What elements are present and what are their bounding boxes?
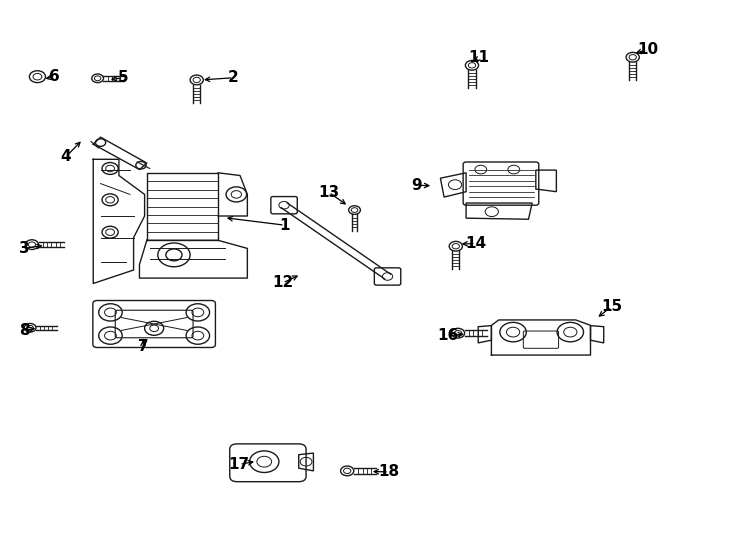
Text: 15: 15: [601, 299, 622, 314]
Text: 4: 4: [61, 149, 71, 164]
Text: 7: 7: [138, 339, 148, 354]
Text: 8: 8: [19, 323, 29, 338]
Text: 9: 9: [411, 178, 421, 193]
Text: 17: 17: [229, 457, 250, 472]
Text: 18: 18: [379, 464, 399, 480]
Text: 1: 1: [280, 218, 290, 233]
Text: 2: 2: [228, 70, 239, 85]
Text: 11: 11: [469, 50, 490, 65]
Text: 5: 5: [118, 70, 128, 85]
Text: 3: 3: [19, 241, 29, 256]
Text: 16: 16: [437, 328, 458, 343]
Text: 13: 13: [319, 185, 339, 200]
Text: 14: 14: [465, 236, 486, 251]
Text: 6: 6: [49, 69, 59, 84]
Text: 12: 12: [272, 275, 293, 291]
Text: 10: 10: [637, 42, 658, 57]
